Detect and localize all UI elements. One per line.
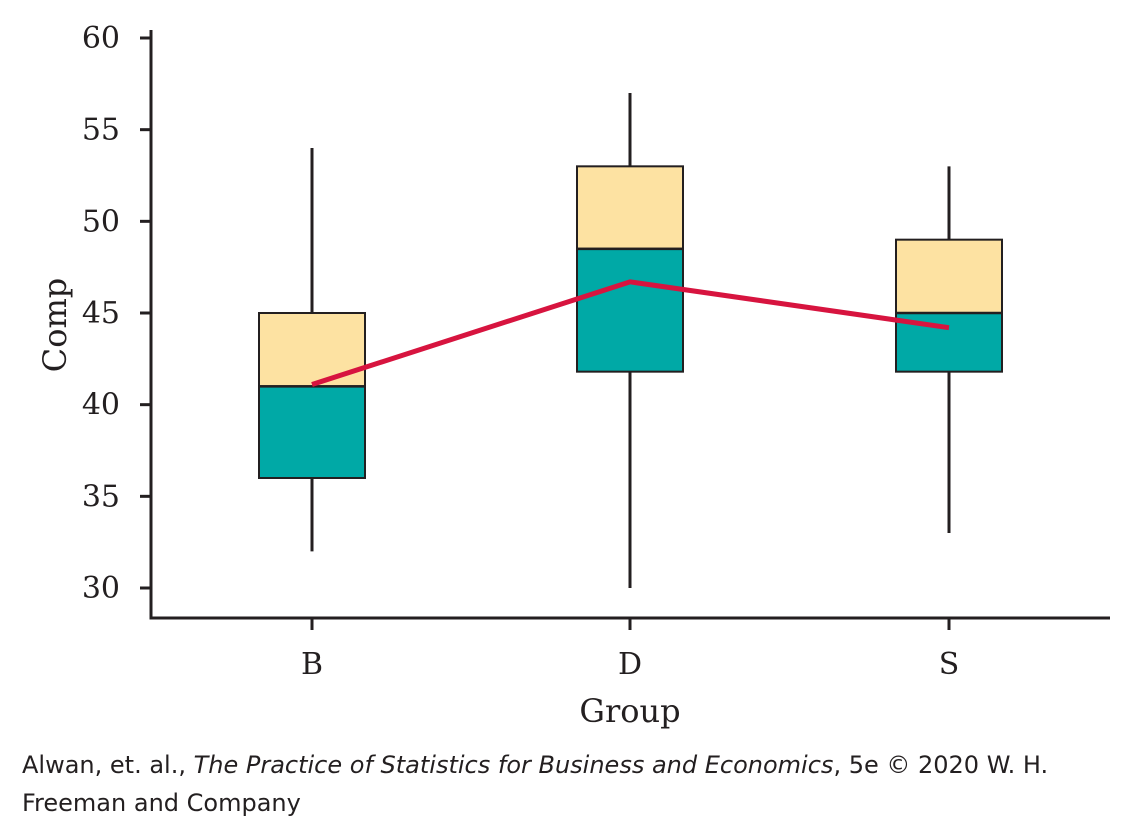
y-tick-label-45: 45 [82, 296, 120, 331]
box-lower-D [577, 249, 683, 372]
credit-book-title: The Practice of Statistics for Business … [194, 751, 834, 779]
box-upper-S [896, 240, 1002, 313]
y-axis-title: Comp [36, 278, 74, 373]
x-axis-title: Group [579, 692, 680, 730]
y-tick-label-50: 50 [82, 204, 120, 239]
y-tick-label-30: 30 [82, 571, 120, 606]
box-upper-B [259, 313, 365, 386]
y-tick-label-40: 40 [82, 388, 120, 423]
plot-area: 30 35 40 45 50 55 60 B D S [82, 21, 1110, 682]
box-lower-B [259, 386, 365, 478]
box-upper-D [577, 166, 683, 249]
x-tick-label-D: D [618, 647, 642, 682]
y-tick-label-55: 55 [82, 113, 120, 148]
credit-prefix: Alwan, et. al., [22, 751, 194, 779]
x-tick-label-S: S [939, 647, 960, 682]
x-tick-label-B: B [301, 647, 323, 682]
source-credit: Alwan, et. al., The Practice of Statisti… [22, 746, 1122, 822]
y-tick-label-60: 60 [82, 21, 120, 56]
box-plot-chart: 30 35 40 45 50 55 60 B D S Group Comp [0, 0, 1134, 740]
y-tick-label-35: 35 [82, 479, 120, 514]
